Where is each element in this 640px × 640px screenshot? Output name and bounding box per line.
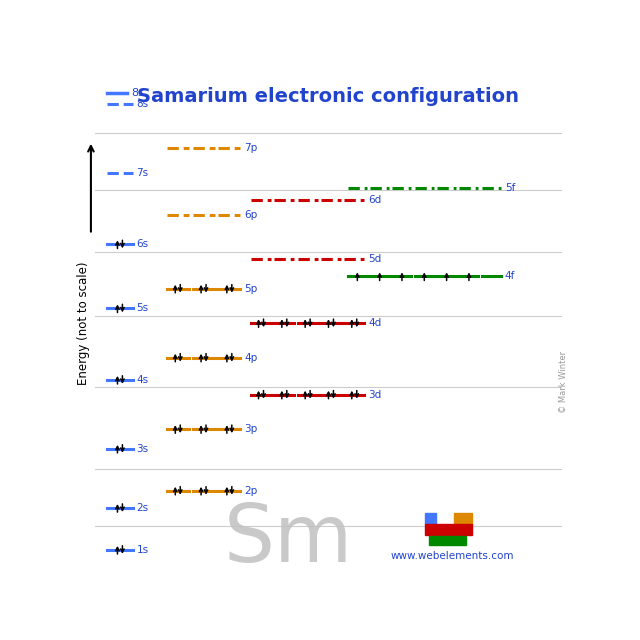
Text: Energy (not to scale): Energy (not to scale) <box>77 262 90 385</box>
Text: 2s: 2s <box>136 503 148 513</box>
Text: 5s: 5s <box>136 303 148 314</box>
Text: Sm: Sm <box>223 501 353 579</box>
Text: © Mark Winter: © Mark Winter <box>559 351 568 413</box>
Text: 5f: 5f <box>505 182 515 193</box>
Text: www.webelements.com: www.webelements.com <box>390 551 514 561</box>
Text: 5d: 5d <box>368 254 381 264</box>
Text: 7s: 7s <box>136 168 148 178</box>
Bar <box>425 513 436 524</box>
Text: 2p: 2p <box>244 486 257 496</box>
Text: 6p: 6p <box>244 210 257 220</box>
Text: 3d: 3d <box>368 390 381 399</box>
Text: 4s: 4s <box>136 375 148 385</box>
Bar <box>425 524 472 535</box>
Text: 4d: 4d <box>368 318 381 328</box>
Text: 3p: 3p <box>244 424 257 434</box>
Text: 1s: 1s <box>136 545 148 555</box>
Text: 3s: 3s <box>136 444 148 454</box>
Text: 6s: 6s <box>136 239 148 250</box>
Text: 7p: 7p <box>244 143 257 153</box>
Text: 6d: 6d <box>368 195 381 205</box>
Text: 4f: 4f <box>505 271 515 282</box>
Bar <box>454 513 472 524</box>
Text: 8s: 8s <box>131 88 144 97</box>
Text: 8s: 8s <box>136 99 148 109</box>
Text: 5p: 5p <box>244 284 257 294</box>
Text: 4p: 4p <box>244 353 257 363</box>
Text: Samarium electronic configuration: Samarium electronic configuration <box>137 86 519 106</box>
Bar <box>429 536 466 545</box>
